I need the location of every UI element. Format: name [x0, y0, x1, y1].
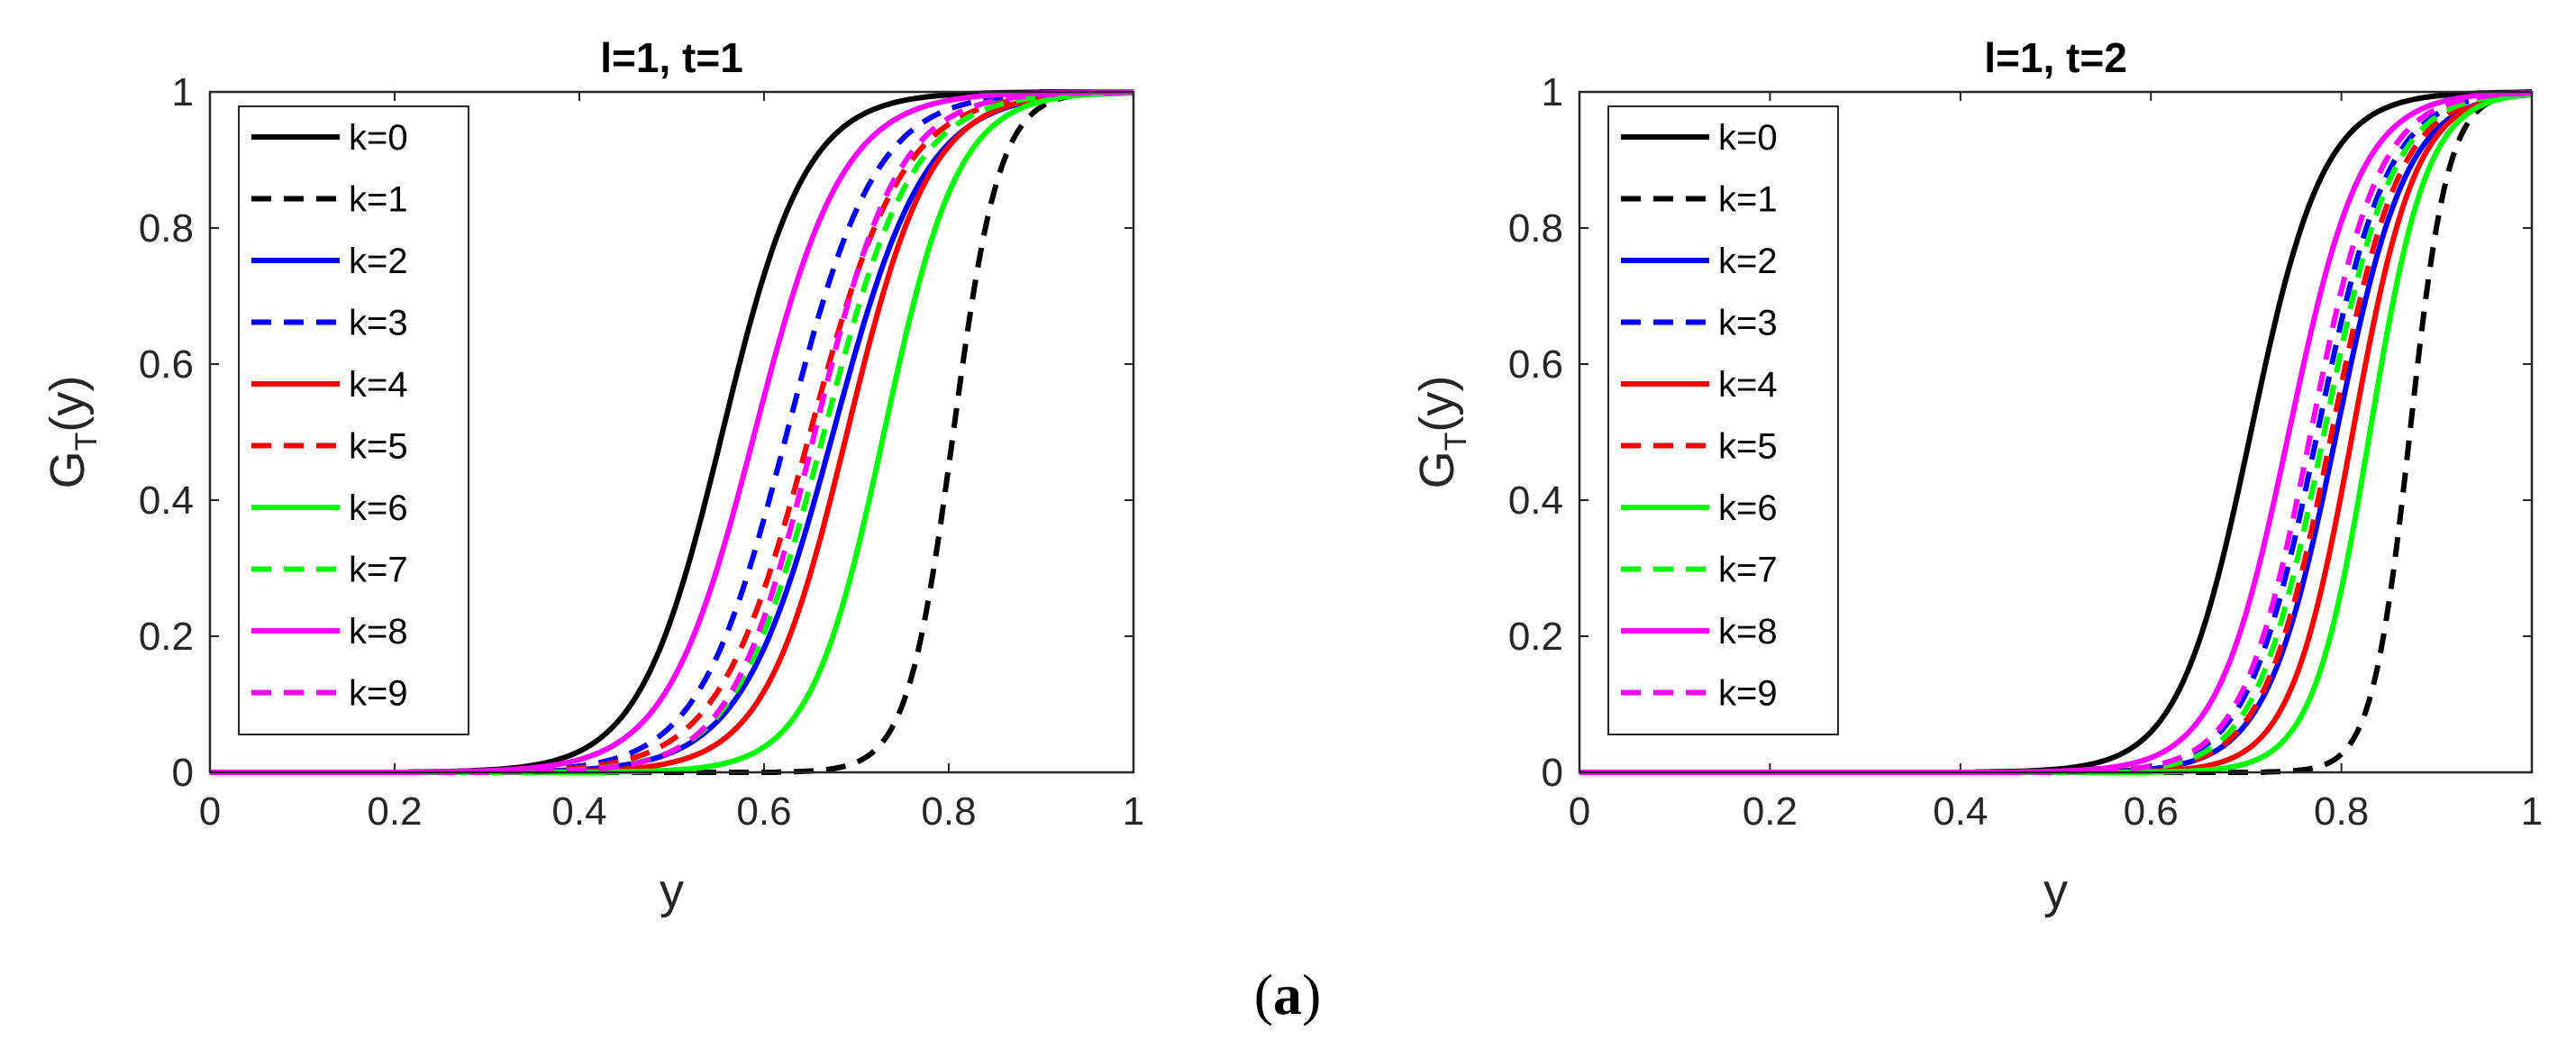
x-tick-label: 1	[2521, 789, 2543, 834]
y-label-tail: (y)	[41, 376, 95, 433]
series-line-k9	[1579, 90, 2533, 775]
y-tick-label: 0.6	[139, 342, 194, 387]
caption-open: (	[1254, 962, 1273, 1026]
x-tick-label: 0.4	[551, 789, 606, 834]
series-line-k9	[210, 89, 1134, 775]
y-tick-label: 0.8	[139, 206, 194, 251]
y-tick-label: 1	[1542, 70, 1563, 114]
y-tick-label: 0.8	[1508, 206, 1563, 251]
legend-label-k1: k=1	[349, 180, 408, 220]
legend-label-k7: k=7	[349, 551, 408, 590]
chart-panel-right: 0 0.2 0.4 0.6 0.8 1 0 0.2 0.4 0.6 0.8 1 l=1, t=2 y GT(…	[1410, 34, 2543, 918]
legend-label-k2: k=2	[349, 242, 408, 281]
legend-label-k4: k=4	[349, 365, 408, 405]
x-tick-label: 0.6	[2124, 789, 2179, 834]
y-tick-label: 0.4	[139, 479, 194, 523]
legend-label-k9: k=9	[349, 674, 408, 714]
legend-label-k5: k=5	[1718, 427, 1778, 467]
y-tick-label: 1	[172, 70, 194, 114]
legend-label-k0: k=0	[349, 118, 408, 158]
y-axis-label: GT(y)	[41, 376, 104, 489]
legend-label-k6: k=6	[349, 488, 408, 528]
chart-title: l=1, t=1	[600, 34, 743, 81]
figure-caption: (a)	[1254, 962, 1322, 1026]
caption-close: )	[1302, 962, 1321, 1026]
chart-panel-left: 0 0.2 0.4 0.6 0.8 1 0 0.2 0.4 0.6 0.8 1 l=1, t=1 y GT(…	[41, 34, 1144, 918]
x-tick-label: 0.4	[1933, 789, 1988, 834]
legend-label-k6: k=6	[1718, 488, 1778, 528]
axes-box	[208, 90, 1135, 774]
x-axis-label: y	[660, 864, 684, 918]
series-line-k3	[210, 89, 1133, 775]
legend: k=0 k=1 k=2 k=3 k=4 k=5 k=6 k=7 k=8 k=9	[1607, 105, 1839, 735]
y-label-subscript: T	[1439, 433, 1473, 452]
chart-title: l=1, t=2	[1984, 34, 2127, 81]
legend-label-k5: k=5	[349, 427, 408, 467]
legend-label-k8: k=8	[349, 612, 408, 652]
legend: k=0 k=1 k=2 k=3 k=4 k=5 k=6 k=7 k=8 k=9	[238, 105, 469, 735]
y-tick-label: 0	[1542, 751, 1563, 795]
y-tick-label: 0	[172, 751, 194, 795]
legend-label-k3: k=3	[1718, 304, 1778, 343]
x-tick-label: 0.2	[367, 789, 422, 834]
series-line-k5	[210, 89, 1133, 775]
y-label-tail: (y)	[1410, 376, 1464, 433]
y-axis-label: GT(y)	[1410, 376, 1473, 489]
caption-letter: a	[1273, 962, 1302, 1026]
legend-label-k2: k=2	[1718, 242, 1778, 281]
x-tick-label: 0.8	[921, 789, 976, 834]
y-label-main: G	[1410, 451, 1464, 488]
x-axis-label: y	[2044, 864, 2068, 918]
y-label-main: G	[41, 451, 95, 488]
axes-box	[1578, 90, 2534, 774]
y-tick-label: 0.2	[1508, 615, 1563, 659]
x-tick-label: 0	[1569, 789, 1590, 834]
legend-label-k3: k=3	[349, 304, 408, 343]
legend-label-k9: k=9	[1718, 674, 1778, 714]
y-tick-label: 0.4	[1508, 479, 1563, 523]
legend-label-k1: k=1	[1718, 180, 1778, 220]
legend-label-k0: k=0	[1718, 118, 1778, 158]
y-tick-label: 0.2	[139, 615, 194, 659]
y-tick-label: 0.6	[1508, 342, 1563, 387]
x-tick-label: 1	[1123, 789, 1144, 834]
x-tick-label: 0.8	[2314, 789, 2369, 834]
legend-label-k7: k=7	[1718, 551, 1778, 590]
x-tick-label: 0.2	[1743, 789, 1798, 834]
y-label-subscript: T	[69, 433, 104, 452]
x-tick-label: 0	[199, 789, 221, 834]
legend-label-k8: k=8	[1718, 612, 1778, 652]
x-tick-label: 0.6	[736, 789, 791, 834]
legend-label-k4: k=4	[1718, 365, 1778, 405]
series-line-k5	[1579, 91, 2533, 775]
